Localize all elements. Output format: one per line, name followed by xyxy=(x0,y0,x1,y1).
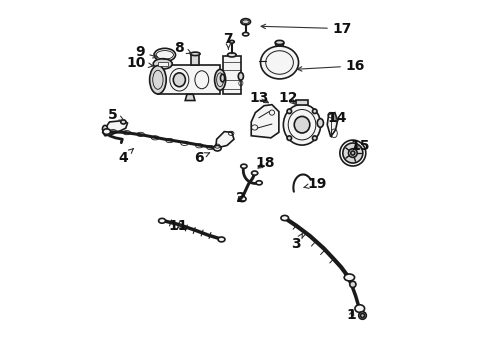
Ellipse shape xyxy=(220,74,224,82)
Ellipse shape xyxy=(241,19,250,25)
Text: 14: 14 xyxy=(328,112,347,126)
Ellipse shape xyxy=(251,171,258,175)
Ellipse shape xyxy=(275,40,284,45)
Text: 8: 8 xyxy=(174,41,191,55)
Ellipse shape xyxy=(153,59,172,69)
Polygon shape xyxy=(251,105,279,138)
Ellipse shape xyxy=(241,164,247,168)
Ellipse shape xyxy=(313,136,317,140)
Ellipse shape xyxy=(350,281,356,288)
Ellipse shape xyxy=(229,40,234,43)
Ellipse shape xyxy=(261,46,298,79)
Ellipse shape xyxy=(102,125,108,132)
Polygon shape xyxy=(216,132,234,148)
Text: 7: 7 xyxy=(223,32,233,49)
Ellipse shape xyxy=(214,145,221,151)
Text: 3: 3 xyxy=(292,234,302,251)
Ellipse shape xyxy=(355,305,365,312)
Ellipse shape xyxy=(154,48,175,62)
Ellipse shape xyxy=(239,197,246,202)
Ellipse shape xyxy=(359,312,367,319)
Ellipse shape xyxy=(343,143,363,163)
Text: 9: 9 xyxy=(135,45,157,59)
Text: 10: 10 xyxy=(126,56,153,70)
Text: 6: 6 xyxy=(195,150,210,165)
Polygon shape xyxy=(296,100,308,105)
Ellipse shape xyxy=(121,120,126,124)
Text: 18: 18 xyxy=(255,156,275,170)
Ellipse shape xyxy=(159,219,166,223)
Text: 5: 5 xyxy=(108,108,123,122)
Ellipse shape xyxy=(344,274,355,281)
Polygon shape xyxy=(327,113,338,137)
Ellipse shape xyxy=(317,119,323,127)
Polygon shape xyxy=(158,62,168,66)
Ellipse shape xyxy=(191,52,200,55)
Ellipse shape xyxy=(294,116,310,133)
Ellipse shape xyxy=(218,237,225,242)
Text: 15: 15 xyxy=(350,139,369,153)
Polygon shape xyxy=(102,121,127,136)
Ellipse shape xyxy=(361,314,365,318)
Polygon shape xyxy=(222,56,241,94)
Ellipse shape xyxy=(313,109,317,113)
Ellipse shape xyxy=(227,53,236,57)
Ellipse shape xyxy=(256,181,262,185)
Ellipse shape xyxy=(243,32,249,36)
Text: 13: 13 xyxy=(250,91,269,105)
Text: 19: 19 xyxy=(304,177,326,191)
Ellipse shape xyxy=(215,69,226,90)
Ellipse shape xyxy=(238,72,244,80)
Text: 16: 16 xyxy=(297,59,365,73)
Ellipse shape xyxy=(149,66,166,94)
Text: 17: 17 xyxy=(261,22,352,36)
Polygon shape xyxy=(158,65,220,94)
Ellipse shape xyxy=(287,109,292,113)
Ellipse shape xyxy=(173,73,185,87)
Polygon shape xyxy=(185,94,195,100)
Text: 4: 4 xyxy=(119,149,133,165)
Polygon shape xyxy=(192,55,199,65)
Text: 12: 12 xyxy=(278,91,298,105)
Text: 1: 1 xyxy=(346,309,356,323)
Ellipse shape xyxy=(283,104,320,145)
Polygon shape xyxy=(275,44,284,46)
Text: 11: 11 xyxy=(169,219,188,233)
Ellipse shape xyxy=(103,129,111,134)
Ellipse shape xyxy=(348,149,357,157)
Ellipse shape xyxy=(351,151,355,155)
Ellipse shape xyxy=(287,136,292,140)
Ellipse shape xyxy=(281,215,289,221)
Text: 2: 2 xyxy=(236,191,245,205)
